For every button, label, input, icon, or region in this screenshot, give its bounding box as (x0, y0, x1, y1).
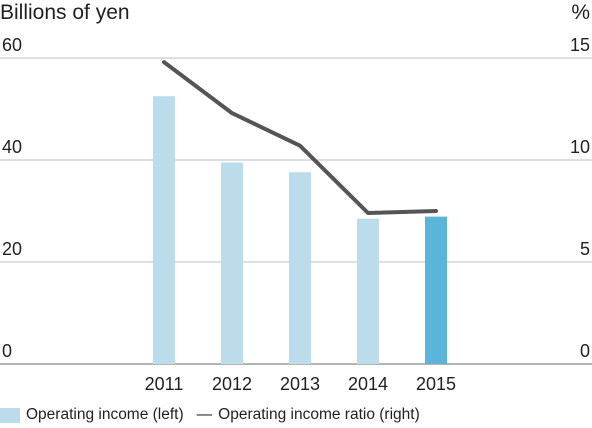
x-tick-label: 2011 (145, 374, 184, 394)
right-tick-label: 0 (580, 341, 590, 361)
legend-bar-label: Operating income (left) (26, 406, 184, 423)
bar-2011 (153, 96, 175, 364)
right-tick-label: 5 (580, 239, 590, 259)
right-axis-unit-label: % (571, 1, 590, 24)
bar-2015 (425, 216, 447, 364)
x-tick-label: 2014 (348, 374, 388, 394)
left-axis-unit-label: Billions of yen (0, 1, 130, 24)
legend-bar-swatch (0, 407, 20, 423)
right-tick-label: 10 (570, 137, 590, 157)
legend-line-marker: — (196, 406, 213, 423)
bar-2014 (357, 218, 379, 364)
left-tick-label: 60 (2, 35, 22, 55)
right-tick-label: 15 (570, 35, 590, 55)
legend-line-label: Operating income ratio (right) (218, 406, 420, 423)
chart-legend: Operating income (left) — Operating inco… (0, 404, 420, 426)
bar-2013 (289, 172, 311, 364)
operating-income-ratio-line (162, 60, 438, 215)
x-tick-label: 2013 (280, 374, 320, 394)
x-tick-label: 2015 (416, 374, 456, 394)
x-tick-label: 2012 (212, 374, 252, 394)
chart-plot: 0 20 40 60 0 5 10 15 2011 2012 2013 2014 2015 (0, 35, 592, 394)
left-tick-label: 20 (2, 239, 22, 259)
bar-2012 (221, 162, 243, 364)
left-tick-label: 40 (2, 137, 22, 157)
left-tick-label: 0 (2, 341, 12, 361)
